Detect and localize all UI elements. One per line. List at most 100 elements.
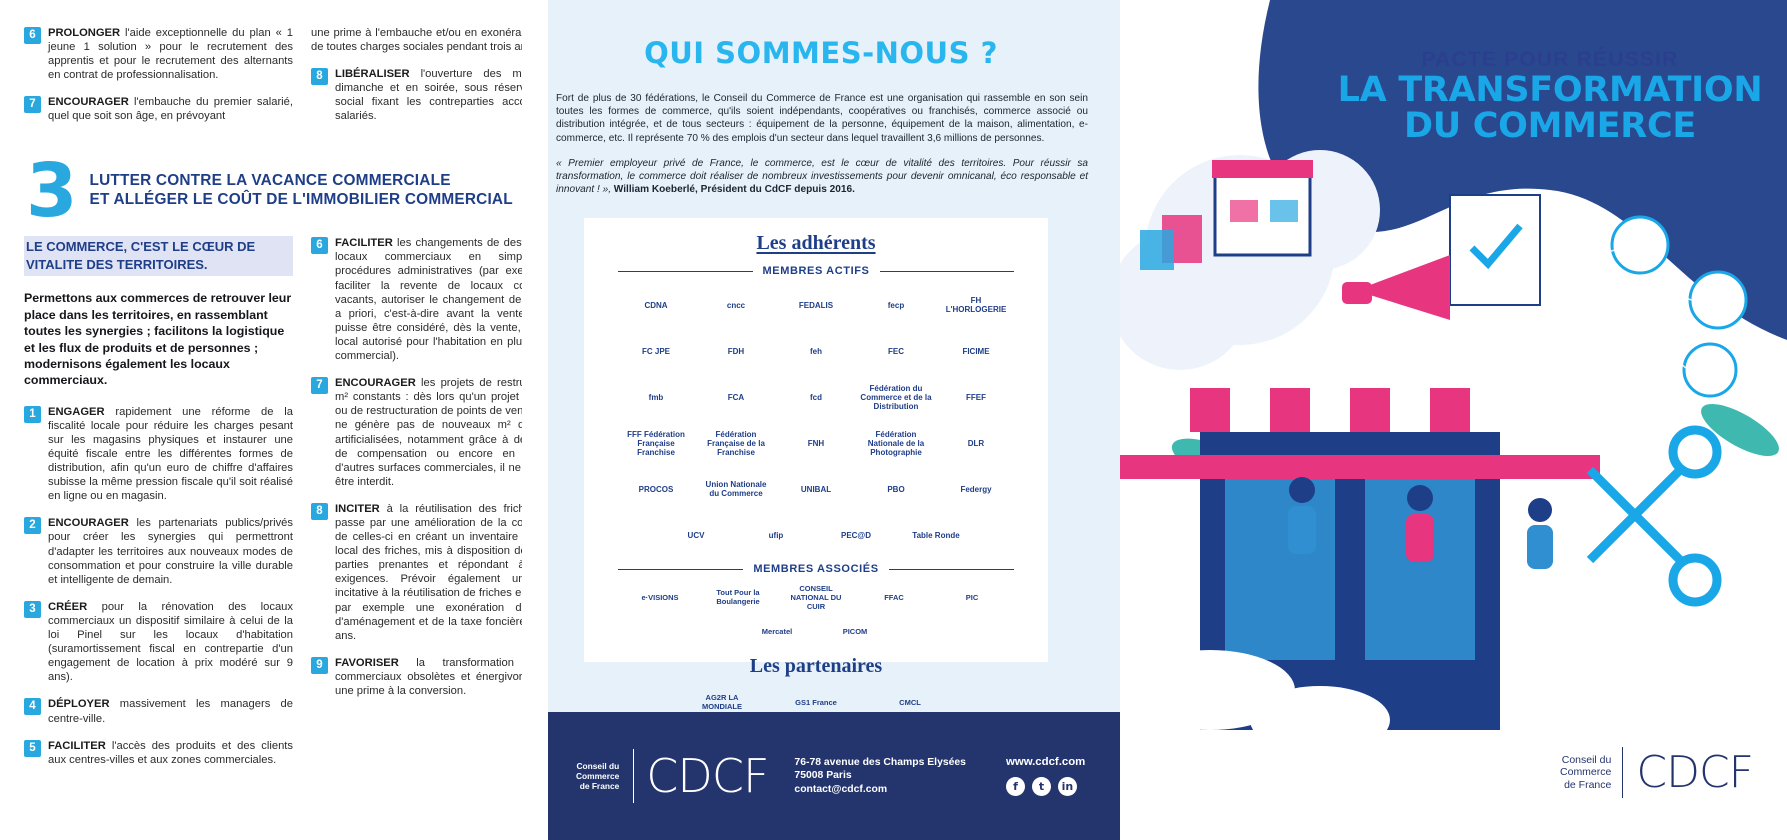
item-body: rapidement une réforme de la fiscalité l… — [48, 405, 293, 503]
item-keyword: FACILITER — [335, 237, 393, 250]
social-icon-t[interactable]: t — [1031, 777, 1051, 796]
member-logo: PBO — [887, 484, 905, 494]
top-columns: 6 PROLONGER l'aide exceptionnelle du pla… — [24, 26, 580, 137]
member-logo: ufip — [768, 530, 784, 540]
item-number-badge: 1 — [24, 405, 41, 423]
item-keyword: CRÉER — [48, 600, 88, 613]
item-number-badge: 5 — [24, 739, 41, 757]
member-logo: FEC — [888, 346, 904, 356]
member-logo: FFEF — [966, 392, 986, 402]
list-item: 3 CRÉER pour la rénovation des locaux co… — [24, 600, 293, 685]
footer-content: Conseil du Commerce de France CDCF 76-78… — [548, 712, 1120, 840]
divider-line-right — [888, 568, 1015, 570]
member-logo: Fédération du Commerce et de la Distribu… — [860, 383, 932, 411]
cover-logo-line3: de France — [1564, 778, 1612, 791]
footer-email[interactable]: contact@cdcf.com — [794, 783, 888, 795]
footer-logo-line1: Conseil du — [576, 761, 620, 771]
member-logo: FICIME — [962, 346, 990, 356]
footer-bar: Conseil du Commerce de France CDCF 76-78… — [548, 712, 1120, 840]
footer-address: 76-78 avenue des Champs Elysées 75008 Pa… — [794, 756, 966, 797]
item-keyword: ENCOURAGER — [335, 377, 416, 390]
member-logo: UNIBAL — [800, 484, 832, 494]
membres-actifs-label: MEMBRES ACTIFS — [762, 265, 870, 277]
item-text: ENCOURAGER l'embauche du premier salarié… — [48, 95, 293, 123]
footer-logo-subtitle: Conseil du Commerce de France — [576, 761, 619, 791]
member-logo: UCV — [687, 530, 705, 540]
member-logo: Mercatel — [761, 626, 793, 636]
item-body: l'accès des produits et des clients aux … — [48, 739, 293, 766]
member-logo: AG2R LA MONDIALE — [702, 693, 742, 711]
footer-web-block: www.cdcf.com f t in — [1005, 756, 1086, 796]
item-text: FACILITER les changements de destination… — [335, 236, 580, 363]
member-logo: DLR — [967, 438, 985, 448]
member-logo: Fédération Française de la Franchise — [707, 429, 765, 457]
item-text: DÉPLOYER massivement les managers de cen… — [48, 697, 293, 725]
list-item: 6 PROLONGER l'aide exceptionnelle du pla… — [24, 26, 293, 82]
left-margin-strip — [522, 0, 548, 840]
footer-website-link[interactable]: www.cdcf.com — [1005, 756, 1086, 768]
item-number-badge: 6 — [311, 237, 328, 255]
member-logo: CDNA — [644, 300, 668, 310]
cover-title-line2: DU COMMERCE — [1404, 106, 1696, 146]
cover-background-illustration — [1120, 0, 1787, 840]
social-links: f t in — [1005, 777, 1085, 796]
list-item: 8 LIBÉRALISER l'ouverture des magasins l… — [311, 67, 580, 123]
membres-actifs-logo-grid: CDNA cncc FEDALIS fecp FH L'HORLOGERIE FC JPE… — [584, 277, 1048, 555]
item-text: PROLONGER l'aide exceptionnelle du plan … — [48, 26, 293, 82]
member-logo: FNH — [807, 438, 825, 448]
cover-logo-line1: Conseil du — [1561, 753, 1612, 766]
divider-line-right — [879, 270, 1014, 272]
list-item: 6 FACILITER les changements de destinati… — [311, 236, 580, 363]
adherents-title: Les adhérents — [756, 232, 876, 254]
page-title: QUI SOMMES-NOUS ? — [644, 36, 998, 70]
main-column-2: 6 FACILITER les changements de destinati… — [311, 236, 580, 780]
item-number-badge: 8 — [311, 68, 328, 86]
top-column-1: 6 PROLONGER l'aide exceptionnelle du pla… — [24, 26, 293, 137]
section-title-line1: LUTTER CONTRE LA VACANCE COMMERCIALE — [89, 171, 451, 189]
member-logo: FH L'HORLOGERIE — [945, 296, 1007, 314]
list-item: 2 ENCOURAGER les partenariats publics/pr… — [24, 516, 293, 586]
section-title-line2: ET ALLÉGER LE COÛT DE L'IMMOBILIER COMME… — [89, 190, 513, 208]
list-item: 7 ENCOURAGER les projets de restructurat… — [311, 376, 580, 489]
top-column-2: une prime à l'embauche et/ou en exonéran… — [311, 26, 580, 137]
member-logo: FC JPE — [641, 346, 670, 356]
item-keyword: INCITER — [335, 502, 380, 515]
member-logo: Fédération Nationale de la Photographie — [867, 429, 925, 457]
item-body: l'aide exceptionnelle du plan « 1 jeune … — [48, 27, 293, 82]
highlight-callout: LE COMMERCE, C'EST LE CŒUR DE VITALITE D… — [24, 236, 293, 277]
partenaires-title: Les partenaires — [749, 655, 883, 677]
cover-supertitle: PACTE POUR RÉUSSIR — [1421, 48, 1679, 71]
member-logo: feh — [810, 346, 822, 356]
cover-logo-wordmark: CDCF — [1622, 747, 1754, 798]
section-number: 3 — [26, 147, 77, 234]
item-number-badge: 2 — [24, 517, 41, 535]
main-columns: LE COMMERCE, C'EST LE CŒUR DE VITALITE D… — [24, 236, 580, 780]
social-icon-in[interactable]: in — [1057, 777, 1077, 796]
item-number-badge: 7 — [311, 377, 328, 395]
list-item: 8 INCITER à la réutilisation des friches… — [311, 502, 580, 643]
item-keyword: FAVORISER — [335, 656, 399, 669]
item-number-badge: 3 — [24, 600, 41, 618]
social-icon-f[interactable]: f — [1005, 777, 1025, 796]
member-logo: Tout Pour la Boulangerie — [716, 588, 760, 606]
member-logo: CMCL — [899, 697, 921, 707]
partenaires-logo-row: AG2R LA MONDIALE GS1 France CMCL — [584, 688, 1048, 716]
item-number-badge: 9 — [311, 656, 328, 674]
item-keyword: FACILITER — [48, 739, 106, 752]
membres-associes-logo-grid: e·VISIONS Tout Pour la Boulangerie CONSEIL… — [584, 575, 1048, 645]
section-title: LUTTER CONTRE LA VACANCE COMMERCIALE ET … — [90, 163, 513, 209]
divider-line-left — [618, 270, 753, 272]
list-item-continuation: une prime à l'embauche et/ou en exonéran… — [311, 26, 580, 54]
member-logo: CONSEIL NATIONAL DU CUIR — [790, 583, 842, 611]
membres-associes-divider: MEMBRES ASSOCIÉS — [618, 563, 1015, 575]
item-keyword: LIBÉRALISER — [335, 68, 410, 81]
member-logo: FEDALIS — [798, 300, 834, 310]
item-keyword: ENGAGER — [48, 405, 105, 418]
member-logo: FFAC — [884, 592, 904, 602]
member-logo: e·VISIONS — [641, 592, 679, 602]
list-item: 5 FACILITER l'accès des produits et des … — [24, 739, 293, 767]
cover-title-line1: LA TRANSFORMATION — [1337, 70, 1763, 110]
cover-logo: Conseil du Commerce de France CDCF — [1560, 747, 1754, 798]
item-body: pour la rénovation des locaux commerciau… — [48, 600, 293, 684]
member-logo: FFF Fédération Française Franchise — [627, 429, 685, 457]
